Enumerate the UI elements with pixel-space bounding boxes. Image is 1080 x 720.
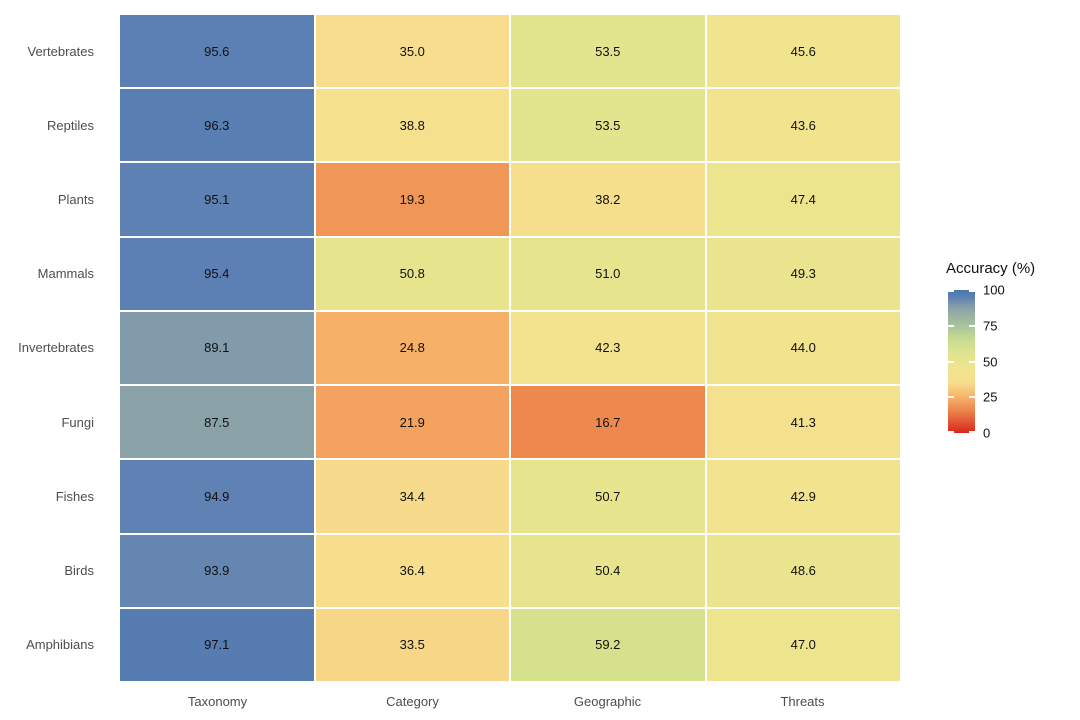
heatmap-grid: 95.6 35.0 53.5 45.6 96.3 38.8 53.5 43.6 95.1 19.3…	[120, 15, 900, 681]
heatmap-cell: 59.2	[511, 608, 705, 681]
heatmap-cell: 24.8	[315, 311, 509, 385]
heatmap-cell: 50.8	[315, 237, 509, 310]
row-label: Invertebrates	[18, 340, 94, 356]
row-label: Fishes	[55, 488, 94, 504]
heatmap-cell: 35.0	[315, 15, 509, 88]
column-label: Taxonomy	[187, 693, 248, 709]
column-label: Category	[386, 693, 439, 709]
row-label: Vertebrates	[27, 43, 95, 59]
legend-tick-mark	[969, 396, 975, 399]
heatmap-cell: 93.9	[120, 534, 314, 607]
heatmap-cell: 95.1	[120, 163, 314, 236]
x-axis-labels: Taxonomy Category Geographic Threats	[120, 692, 900, 710]
heatmap-cell: 47.0	[706, 608, 900, 681]
heatmap-cell: 42.9	[706, 460, 900, 533]
legend-tick-label: 25	[983, 389, 998, 405]
heatmap-cell: 89.1	[120, 311, 314, 385]
legend-tick-label: 75	[983, 318, 998, 334]
heatmap-cell: 45.6	[706, 15, 900, 88]
legend-tick-mark	[948, 290, 954, 292]
row-label: Mammals	[37, 266, 94, 282]
heatmap-cell: 33.5	[315, 608, 509, 681]
heatmap-cell: 53.5	[511, 15, 705, 88]
heatmap-cell: 49.3	[706, 237, 900, 310]
heatmap-cell: 94.9	[120, 460, 314, 533]
heatmap-cell: 50.4	[511, 534, 705, 607]
legend-colorbar	[948, 290, 975, 433]
heatmap-cell: 47.4	[706, 163, 900, 236]
column-label: Threats	[780, 693, 825, 709]
legend-tick-mark	[969, 360, 975, 363]
y-axis-labels: Vertebrates Reptiles Plants Mammals Inverteb…	[0, 15, 94, 681]
heatmap-cell: 95.6	[120, 15, 314, 88]
heatmap-cell: 51.0	[511, 237, 705, 310]
legend-tick-mark	[948, 324, 954, 327]
heatmap-cell: 38.2	[511, 163, 705, 236]
heatmap-cell: 44.0	[706, 311, 900, 385]
heatmap-cell: 97.1	[120, 608, 314, 681]
legend-tick-mark	[948, 396, 954, 399]
heatmap-cell: 96.3	[120, 89, 314, 162]
row-label: Birds	[64, 563, 94, 579]
heatmap-cell: 43.6	[706, 89, 900, 162]
row-label: Amphibians	[26, 637, 94, 653]
legend-tick-mark	[948, 360, 954, 363]
heatmap-cell: 95.4	[120, 237, 314, 310]
legend-tick-label: 100	[983, 282, 1005, 298]
heatmap-cell: 36.4	[315, 534, 509, 607]
row-label: Reptiles	[47, 117, 94, 133]
legend-tick-label: 0	[983, 425, 991, 441]
row-label: Plants	[57, 192, 94, 208]
legend-tick-mark	[969, 290, 975, 292]
legend-tick-mark	[969, 324, 975, 327]
heatmap-cell: 53.5	[511, 89, 705, 162]
row-label: Fungi	[61, 414, 94, 430]
heatmap-cell: 38.8	[315, 89, 509, 162]
legend-title: Accuracy (%)	[946, 260, 1036, 277]
column-label: Geographic	[573, 693, 642, 709]
heatmap-cell: 42.3	[511, 311, 705, 385]
heatmap-cell: 21.9	[315, 386, 509, 459]
heatmap-cell: 19.3	[315, 163, 509, 236]
legend-tick-mark	[969, 431, 975, 433]
heatmap-cell: 34.4	[315, 460, 509, 533]
legend-tick-mark	[948, 431, 954, 433]
heatmap-cell: 48.6	[706, 534, 900, 607]
heatmap-cell: 41.3	[706, 386, 900, 459]
heatmap-cell: 87.5	[120, 386, 314, 459]
heatmap-cell: 16.7	[511, 386, 705, 459]
heatmap-cell: 50.7	[511, 460, 705, 533]
legend-tick-label: 50	[983, 354, 998, 369]
